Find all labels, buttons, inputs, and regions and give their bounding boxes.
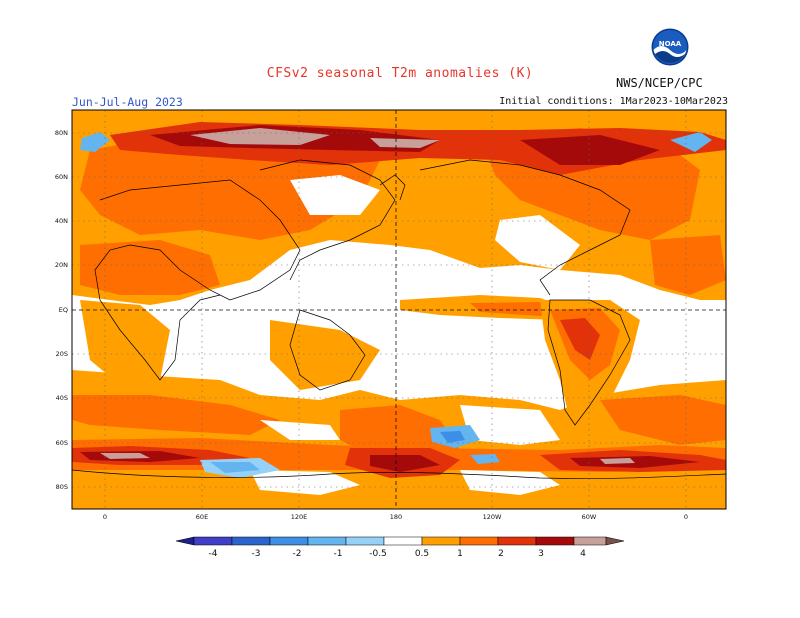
- colorbar-bin: [573, 536, 607, 546]
- lat-label: 20N: [55, 261, 68, 269]
- longitude-labels: 0 60E 120E 180 120W 60W 0: [103, 513, 688, 521]
- graticule: [72, 110, 726, 509]
- colorbar-label: 4: [580, 549, 586, 559]
- coastlines: [72, 159, 726, 479]
- lat-label: 20S: [56, 350, 68, 358]
- initial-conditions-label: Initial conditions: 1Mar2023-10Mar2023: [499, 96, 728, 107]
- lat-label: 60S: [56, 439, 68, 447]
- noaa-logo: NOAA: [651, 28, 689, 66]
- colorbar-label: 0.5: [415, 549, 429, 559]
- colorbar-bin: [459, 536, 499, 546]
- colorbar-label: -1: [334, 549, 343, 559]
- cool-region-arctic: [80, 132, 110, 152]
- season-label: Jun-Jul-Aug 2023: [72, 95, 183, 109]
- noaa-logo-text: NOAA: [659, 40, 682, 48]
- agency-label: NWS/NCEP/CPC: [616, 76, 703, 90]
- colorbar-bin: [307, 536, 347, 546]
- lat-label: 60N: [55, 173, 68, 181]
- colorbar-bin: [231, 536, 271, 546]
- lon-label: 120W: [483, 513, 502, 521]
- colorbar-label: 3: [538, 549, 544, 559]
- lon-label: 0: [684, 513, 688, 521]
- map-title: CFSv2 seasonal T2m anomalies (K): [266, 66, 534, 81]
- anomaly-fill-layer: [72, 110, 726, 509]
- colorbar-bin: [497, 536, 537, 546]
- lat-label: 80N: [55, 129, 68, 137]
- lat-label: 40N: [55, 217, 68, 225]
- colorbar-bin: [421, 536, 461, 546]
- lon-label: 180: [390, 513, 402, 521]
- colorbar-label: -3: [252, 549, 261, 559]
- lat-label: 40S: [56, 394, 68, 402]
- warm-region-north-africa: [80, 240, 220, 295]
- colorbar: -4 -3 -2 -1 -0.5 0.5 1 2 3 4: [175, 536, 625, 559]
- colorbar-label: 2: [498, 549, 504, 559]
- colorbar-bin: [193, 536, 233, 546]
- lon-label: 120E: [291, 513, 308, 521]
- colorbar-label: -2: [293, 549, 302, 559]
- lon-label: 0: [103, 513, 107, 521]
- colorbar-label: 1: [457, 549, 463, 559]
- colorbar-high-arrow: [605, 536, 625, 546]
- colorbar-bin: [269, 536, 309, 546]
- latitude-labels: 80N 60N 40N 20N EQ 20S 40S 60S 80S: [55, 129, 68, 491]
- lon-label: 60W: [582, 513, 597, 521]
- lat-label: EQ: [59, 306, 68, 314]
- colorbar-bin: [345, 536, 385, 546]
- colorbar-bin: [383, 536, 423, 546]
- equator-dateline: [72, 110, 726, 509]
- colorbar-label: -4: [209, 549, 218, 559]
- colorbar-label: -0.5: [369, 549, 387, 559]
- colorbar-low-arrow: [175, 536, 195, 546]
- lon-label: 60E: [196, 513, 208, 521]
- map-frame: [71, 109, 727, 510]
- colorbar-bin: [535, 536, 575, 546]
- lat-label: 80S: [56, 483, 68, 491]
